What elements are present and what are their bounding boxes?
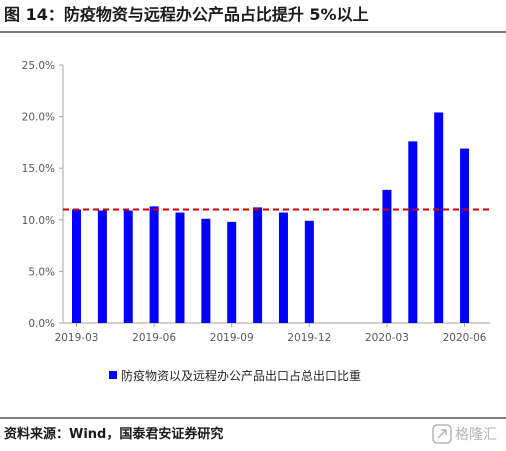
glh-logo-icon bbox=[432, 424, 452, 444]
bar-2019-05 bbox=[123, 210, 133, 323]
x-tick-label: 2019-12 bbox=[287, 332, 331, 344]
source-note: 资料来源：Wind，国泰君安证券研究 bbox=[4, 426, 223, 442]
chart-title: 图 14：防疫物资与远程办公产品占比提升 5%以上 bbox=[4, 5, 369, 24]
y-tick-label: 15.0% bbox=[22, 163, 55, 175]
bar-2019-06 bbox=[149, 206, 159, 323]
legend-label: 防疫物资以及远程办公产品出口占总出口比重 bbox=[121, 368, 361, 383]
tick-labels: 0.0% 5.0% 10.0% 15.0% 20.0% 25.0% 2019-03 2019-… bbox=[22, 60, 487, 344]
bar-2019-09 bbox=[227, 221, 237, 323]
watermark-text: 格隆汇 bbox=[455, 427, 497, 443]
bar-2020-03 bbox=[382, 189, 392, 323]
bar-2020-04 bbox=[408, 141, 418, 323]
x-tick-label: 2019-09 bbox=[210, 332, 254, 344]
bar-2019-03 bbox=[72, 209, 81, 323]
x-tick-label: 2020-06 bbox=[443, 332, 487, 344]
watermark: 格隆汇 bbox=[432, 424, 497, 444]
bar-2019-07 bbox=[175, 212, 185, 323]
axes bbox=[59, 64, 490, 327]
y-tick-label: 25.0% bbox=[22, 60, 55, 72]
x-tick-label: 2019-06 bbox=[132, 332, 176, 344]
x-tick-label: 2019-03 bbox=[55, 332, 99, 344]
bars bbox=[72, 112, 470, 323]
y-tick-label: 10.0% bbox=[22, 215, 55, 227]
legend-swatch bbox=[109, 371, 117, 379]
bar-2020-05 bbox=[434, 112, 444, 323]
bar-2019-04 bbox=[97, 210, 107, 323]
bar-2019-11 bbox=[278, 212, 288, 323]
y-tick-label: 0.0% bbox=[28, 318, 55, 330]
bar-2019-10 bbox=[253, 207, 263, 323]
legend: 防疫物资以及远程办公产品出口占总出口比重 bbox=[109, 368, 361, 383]
x-tick-label: 2020-03 bbox=[365, 332, 409, 344]
bar-2019-08 bbox=[201, 218, 211, 323]
y-tick-label: 20.0% bbox=[22, 112, 55, 124]
bar-2019-12 bbox=[304, 220, 314, 323]
y-tick-label: 5.0% bbox=[28, 266, 55, 278]
bar-2020-06 bbox=[460, 148, 470, 323]
